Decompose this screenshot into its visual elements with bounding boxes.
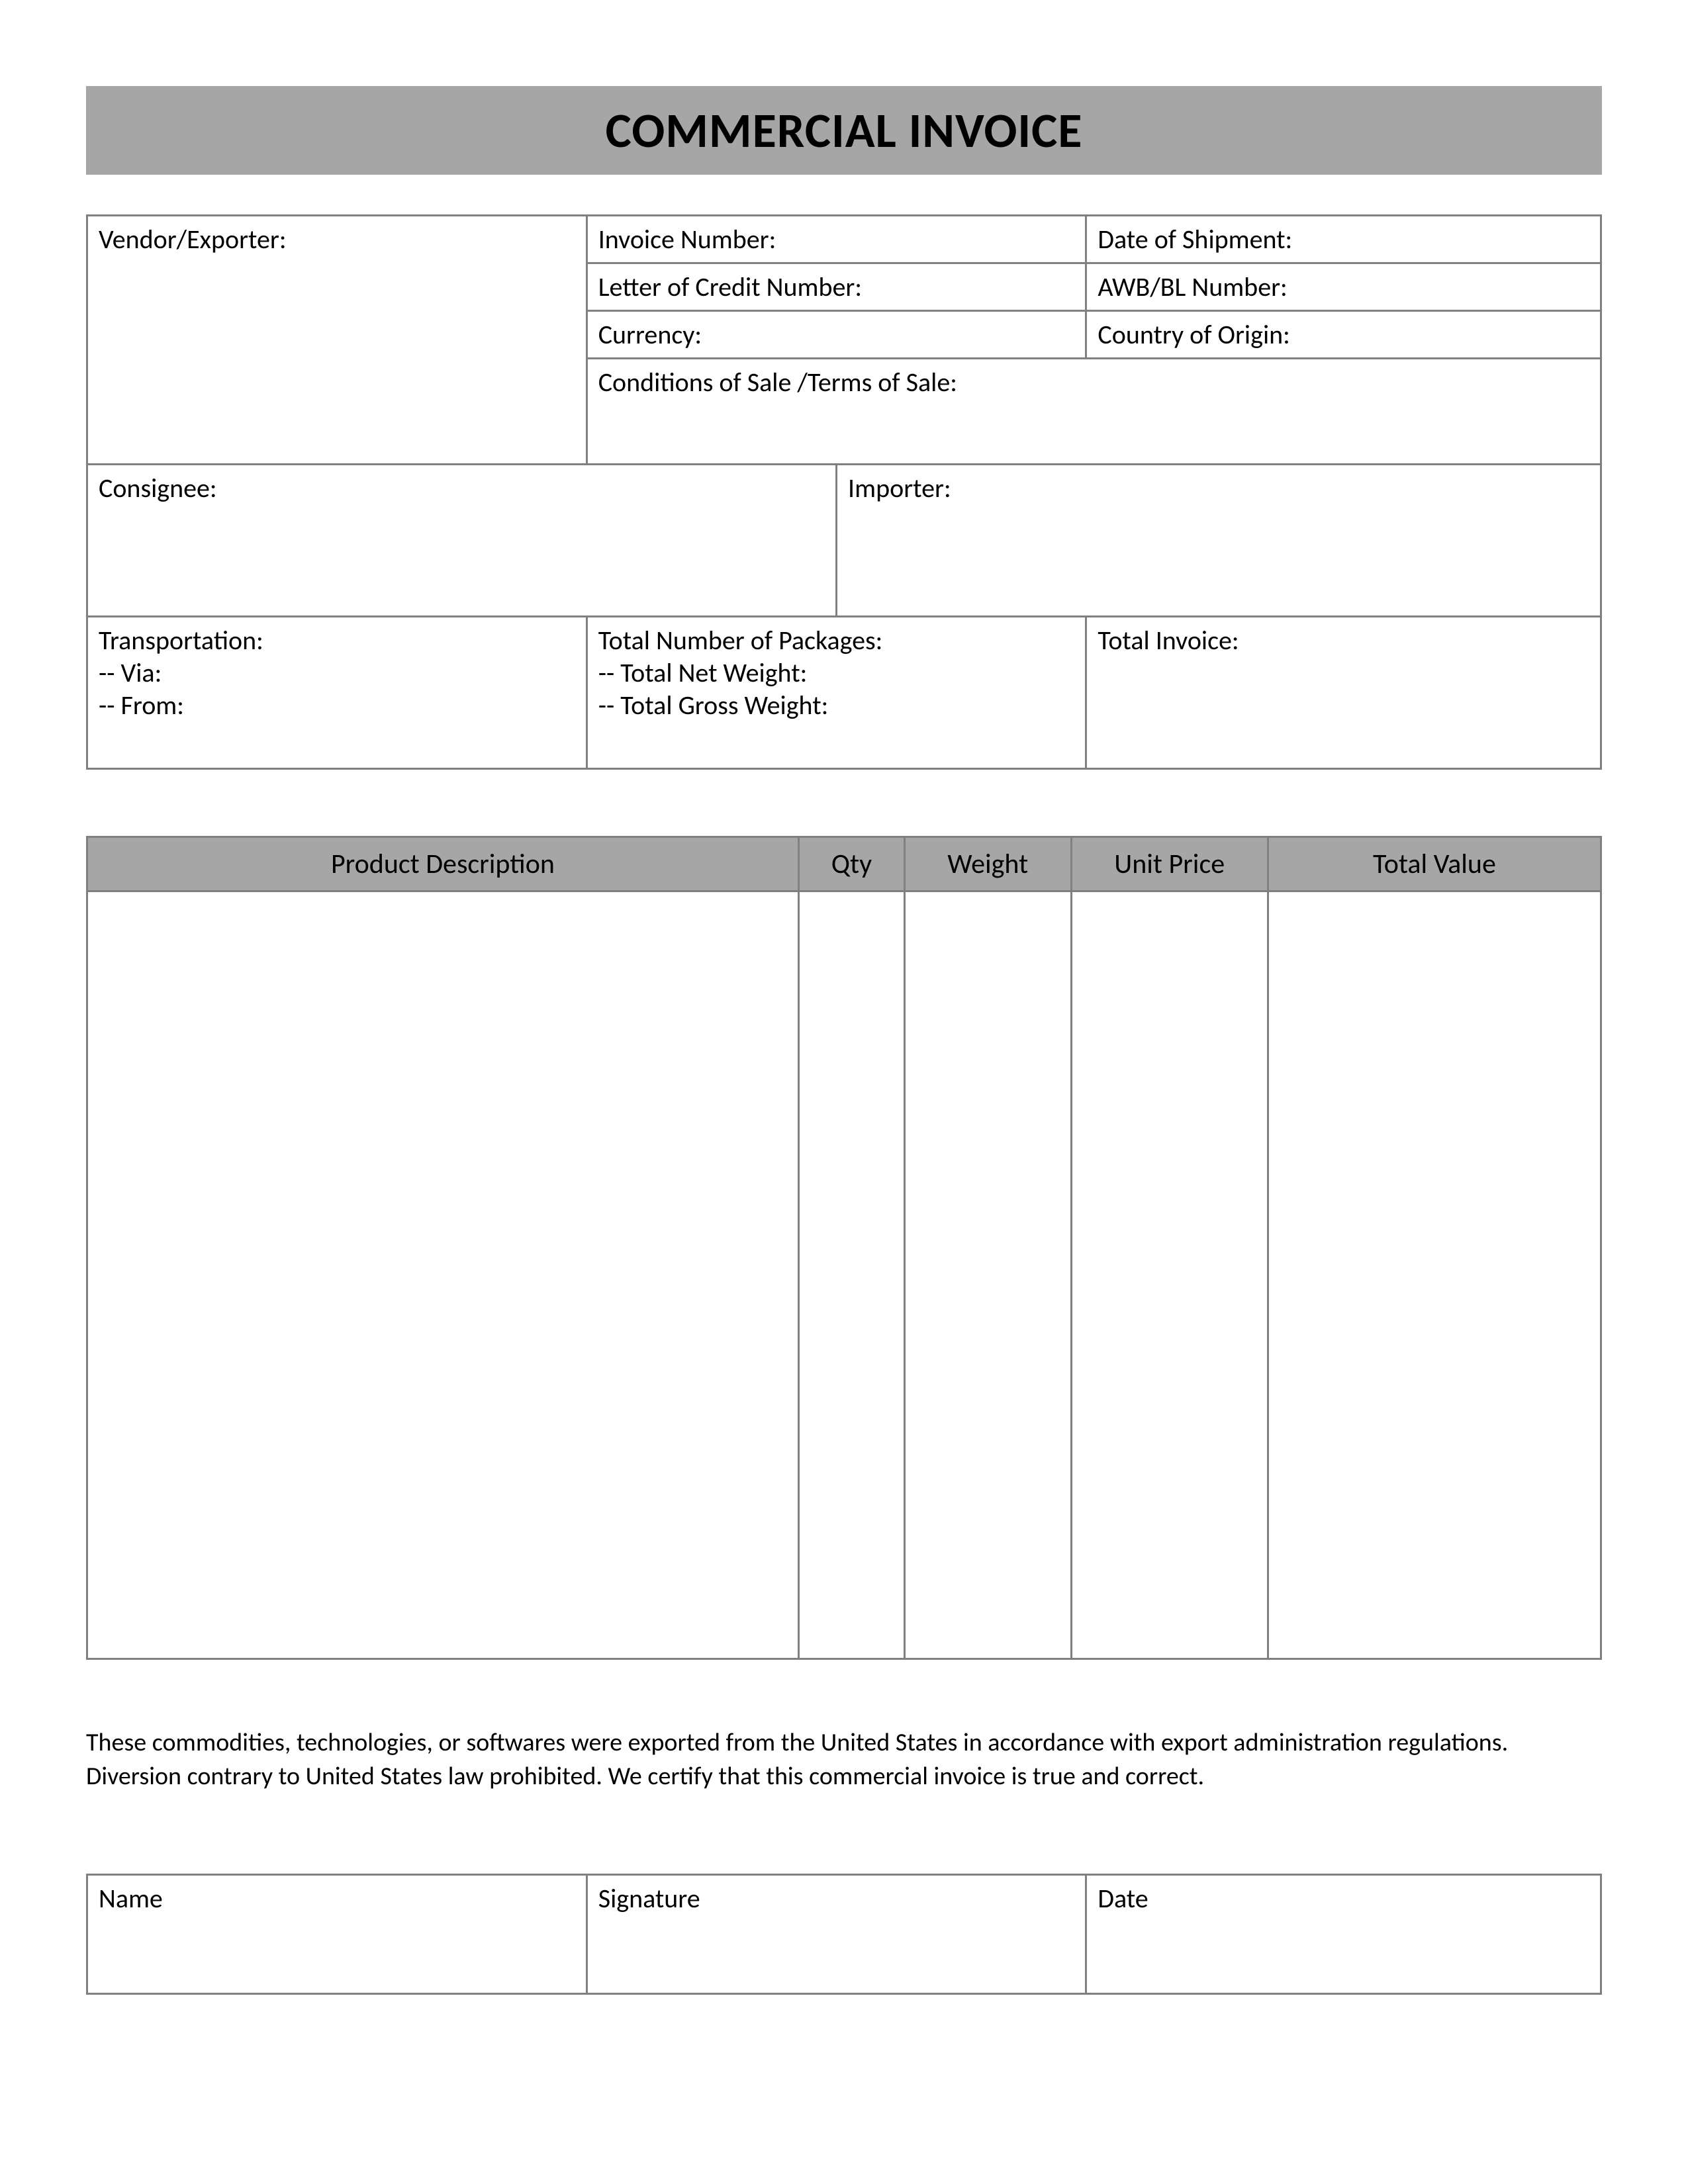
signature-name-label: Name [99,1882,163,1915]
col-total-value: Total Value [1268,837,1601,891]
signature-name-cell: Name [87,1874,587,1993]
title-bar: COMMERCIAL INVOICE [86,86,1602,175]
col-unit-price: Unit Price [1071,837,1268,891]
signature-date-cell: Date [1086,1874,1601,1993]
items-table: Product Description Qty Weight Unit Pric… [86,836,1602,1660]
document-title: COMMERCIAL INVOICE [86,101,1602,160]
transportation-from: -- From: [99,689,575,721]
conditions-sale-label: Conditions of Sale /Terms of Sale: [598,366,1589,398]
invoice-number-cell: Invoice Number: [586,216,1086,263]
col-qty: Qty [798,837,904,891]
importer-label: Importer: [848,472,1589,504]
col-product-description: Product Description [87,837,799,891]
awb-bl-cell: AWB/BL Number: [1086,263,1601,311]
currency-cell: Currency: [586,311,1086,359]
info-table: Vendor/Exporter: Invoice Number: Date of… [86,214,1602,770]
total-gross-weight: -- Total Gross Weight: [598,689,1075,721]
signature-date-label: Date [1098,1882,1148,1915]
vendor-exporter-label: Vendor/Exporter: [99,223,575,255]
vendor-exporter-cell: Vendor/Exporter: [87,216,587,465]
cell-total-value [1268,891,1601,1659]
total-packages-cell: Total Number of Packages: -- Total Net W… [586,617,1086,769]
country-origin-cell: Country of Origin: [1086,311,1601,359]
total-net-weight: -- Total Net Weight: [598,657,1075,689]
col-weight: Weight [904,837,1071,891]
disclaimer-text: These commodities, technologies, or soft… [86,1726,1602,1794]
consignee-cell: Consignee: [87,465,837,617]
awb-bl-label: AWB/BL Number: [1098,271,1589,303]
total-packages-label: Total Number of Packages: [598,624,1075,657]
transportation-label: Transportation: [99,624,575,657]
transportation-cell: Transportation: -- Via: -- From: [87,617,587,769]
letter-credit-label: Letter of Credit Number: [598,271,1075,303]
transportation-via: -- Via: [99,657,575,689]
cell-unit-price [1071,891,1268,1659]
importer-cell: Importer: [837,465,1601,617]
items-body-row [87,891,1601,1659]
conditions-sale-cell: Conditions of Sale /Terms of Sale: [586,359,1601,465]
cell-product-description [87,891,799,1659]
date-shipment-cell: Date of Shipment: [1086,216,1601,263]
country-origin-label: Country of Origin: [1098,318,1589,351]
cell-weight [904,891,1071,1659]
invoice-number-label: Invoice Number: [598,223,1075,255]
signature-signature-cell: Signature [586,1874,1086,1993]
currency-label: Currency: [598,318,1075,351]
cell-qty [798,891,904,1659]
total-invoice-cell: Total Invoice: [1086,617,1601,769]
signature-table: Name Signature Date [86,1874,1602,1995]
signature-signature-label: Signature [598,1882,700,1915]
letter-credit-cell: Letter of Credit Number: [586,263,1086,311]
items-header-row: Product Description Qty Weight Unit Pric… [87,837,1601,891]
total-invoice-label: Total Invoice: [1098,624,1589,657]
consignee-label: Consignee: [99,472,825,504]
date-shipment-label: Date of Shipment: [1098,223,1589,255]
